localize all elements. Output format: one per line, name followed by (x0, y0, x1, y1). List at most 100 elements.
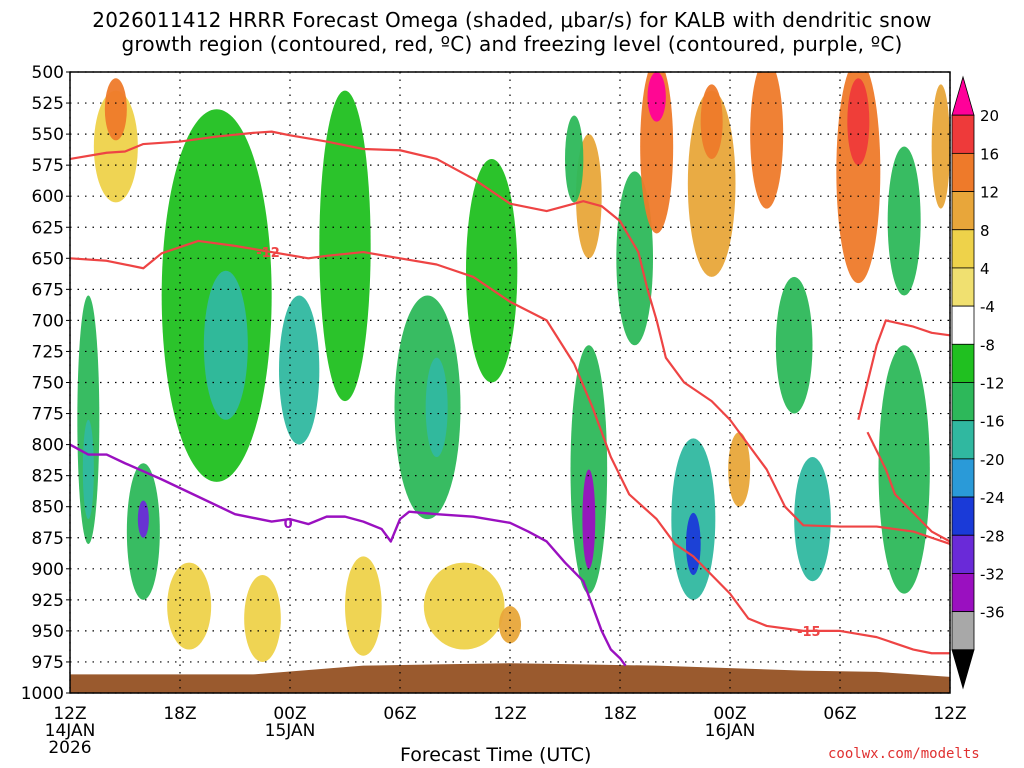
omega-cell (319, 90, 371, 402)
colorbar-label: -28 (980, 527, 1005, 545)
y-tick-label: 725 (32, 342, 64, 362)
omega-cell (887, 146, 921, 296)
omega-cell (647, 72, 666, 122)
omega-cell (794, 457, 831, 582)
omega-cell (425, 357, 448, 458)
omega-cell (640, 72, 674, 234)
omega-cell (77, 295, 100, 544)
x-tick-label: 00Z (273, 704, 306, 724)
colorbar-label: 20 (980, 107, 999, 125)
y-tick-label: 900 (32, 560, 64, 580)
colorbar-band (951, 305, 975, 345)
colorbar-label: -24 (980, 489, 1005, 507)
title-line-1: 2026011412 HRRR Forecast Omega (shaded, … (92, 8, 932, 32)
omega-cell (203, 270, 248, 420)
omega-cell (137, 500, 149, 538)
colorbar-label: 16 (980, 145, 999, 163)
colorbar-band (951, 152, 975, 192)
x-axis-label: Forecast Time (UTC) (400, 744, 592, 766)
omega-cell (686, 512, 701, 576)
omega-cell (570, 345, 608, 594)
omega-field (77, 72, 950, 662)
y-tick-label: 675 (32, 280, 64, 300)
y-tick-label: 950 (32, 622, 64, 642)
x-tick-year: 2026 (48, 738, 91, 758)
omega-cell (565, 115, 584, 203)
colorbar-band (951, 611, 975, 651)
omega-cell (700, 84, 723, 159)
x-tick-label: 06Z (823, 704, 856, 724)
colorbar-label: -16 (980, 413, 1005, 431)
colorbar-band (951, 649, 975, 690)
colorbar-label: -12 (980, 375, 1005, 393)
omega-cell (878, 345, 930, 594)
colorbar-band (951, 496, 975, 536)
y-tick-label: 850 (32, 498, 64, 518)
omega-cell (466, 158, 518, 383)
freezing-level-contour (70, 443, 627, 667)
omega-cell (847, 78, 870, 166)
x-tick-label: 00Z (713, 704, 746, 724)
y-tick-label: 1000 (21, 684, 64, 704)
colorbar-label: 4 (980, 260, 990, 278)
y-tick-label: 650 (32, 249, 64, 269)
omega-cell (836, 72, 881, 284)
colorbar-band (951, 229, 975, 269)
omega-cell (244, 575, 281, 662)
y-tick-label: 625 (32, 218, 64, 238)
y-tick-label: 800 (32, 436, 64, 456)
dgz-contour (857, 319, 950, 421)
y-tick-label: 825 (32, 467, 64, 487)
colorbar-label: 12 (980, 184, 999, 202)
omega-cell (728, 432, 751, 507)
x-tick-label: 12Z (933, 704, 966, 724)
y-tick-label: 925 (32, 591, 64, 611)
colorbar-label: 8 (980, 222, 990, 240)
omega-cell (82, 419, 94, 520)
x-tick-label: 18Z (603, 704, 636, 724)
y-tick-label: 575 (32, 156, 64, 176)
dgz-contour (70, 130, 950, 546)
omega-cell (582, 469, 596, 569)
omega-cell (775, 276, 813, 414)
omega-cell (93, 90, 138, 203)
y-tick-label: 500 (32, 63, 64, 83)
freezing-level-label: 0 (284, 517, 293, 532)
x-tick-label: 06Z (383, 704, 416, 724)
x-tick-date: 15JAN (265, 721, 316, 741)
y-tick-label: 875 (32, 529, 64, 549)
omega-cell (931, 84, 950, 209)
colorbar-label: -32 (980, 565, 1005, 583)
x-tick-date: 14JAN (45, 721, 96, 741)
y-tick-label: 700 (32, 311, 64, 331)
y-tick-label: 550 (32, 125, 64, 145)
colorbar-band (951, 420, 975, 460)
omega-cell (750, 72, 784, 209)
terrain-surface (70, 663, 950, 693)
colorbar-band (951, 191, 975, 231)
omega-cell (499, 606, 521, 644)
colorbar-band (951, 114, 975, 154)
dgz-contour (866, 431, 950, 543)
x-tick-label: 12Z (493, 704, 526, 724)
omega-cell (279, 295, 320, 445)
colorbar-band (951, 534, 975, 574)
dgz-label-15: -15 (797, 625, 821, 640)
colorbar-label: -8 (980, 336, 995, 354)
x-tick-label: 18Z (163, 704, 196, 724)
omega-cell (104, 78, 127, 141)
dgz-contour (70, 239, 950, 655)
omega-cell (345, 556, 382, 656)
y-tick-label: 775 (32, 405, 64, 425)
credit-text: coolwx.com/modelts (828, 746, 980, 762)
omega-cell (167, 562, 212, 650)
omega-cell (687, 90, 736, 277)
colorbar-band (951, 573, 975, 613)
y-tick-label: 600 (32, 187, 64, 207)
y-tick-label: 750 (32, 374, 64, 394)
dgz-label-12: -12 (256, 246, 280, 261)
omega-cell (423, 562, 505, 650)
colorbar-label: -20 (980, 451, 1005, 469)
title-line-2: growth region (contoured, red, ºC) and f… (121, 32, 903, 56)
